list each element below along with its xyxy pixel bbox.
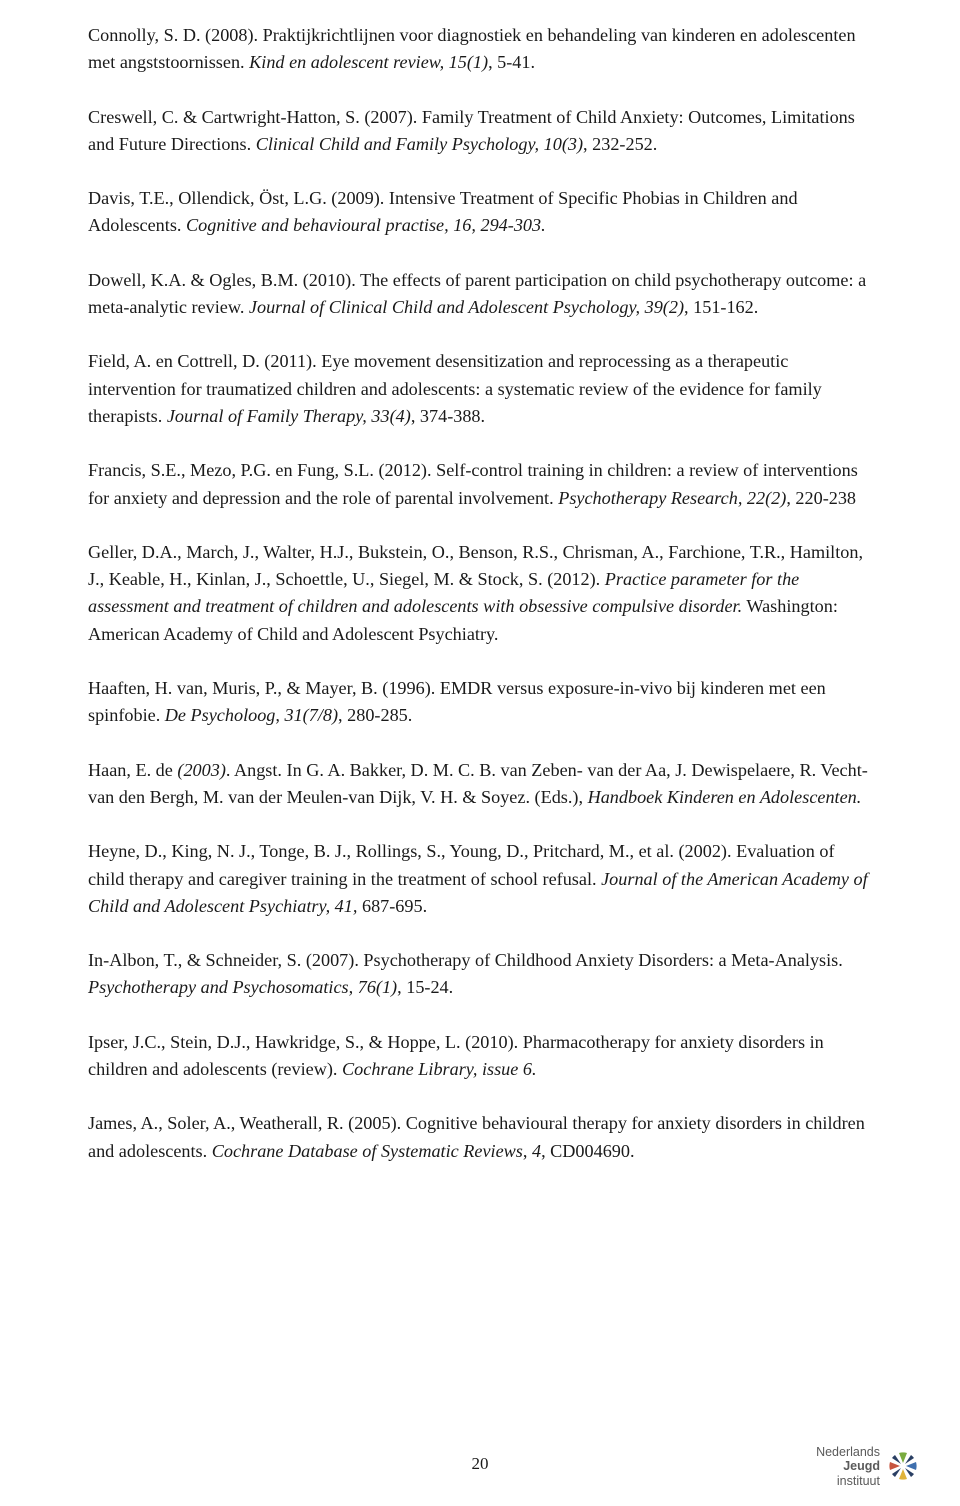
reference-text: , 232-252. [583, 134, 657, 154]
reference-italic: Kind en adolescent review, 15(1) [249, 52, 488, 72]
reference-italic: 4 [532, 1141, 541, 1161]
reference-text: , 220-238 [786, 488, 856, 508]
reference-italic: Psychotherapy Research, 22(2) [558, 488, 786, 508]
reference-italic: De Psycholoog, 31(7/8) [165, 705, 338, 725]
reference-entry: Ipser, J.C., Stein, D.J., Hawkridge, S.,… [88, 1029, 872, 1084]
reference-entry: Haaften, H. van, Muris, P., & Mayer, B. … [88, 675, 872, 730]
footer-logo: Nederlands Jeugd instituut [816, 1445, 920, 1488]
reference-italic: Journal of Clinical Child and Adolescent… [249, 297, 684, 317]
reference-entry: Davis, T.E., Ollendick, Öst, L.G. (2009)… [88, 185, 872, 240]
reference-italic: Cognitive and behavioural practise, 16, … [186, 215, 546, 235]
reference-entry: Connolly, S. D. (2008). Praktijkrichtlij… [88, 22, 872, 77]
reference-italic: Clinical Child and Family Psychology, 10… [256, 134, 583, 154]
logo-line-2: Jeugd [816, 1459, 880, 1473]
reference-text: 687-695. [357, 896, 427, 916]
reference-entry: Creswell, C. & Cartwright-Hatton, S. (20… [88, 104, 872, 159]
reference-text: In-Albon, T., & Schneider, S. (2007). Ps… [88, 950, 843, 970]
reference-text: , [523, 1141, 532, 1161]
reference-entry: Francis, S.E., Mezo, P.G. en Fung, S.L. … [88, 457, 872, 512]
reference-italic: Psychotherapy and Psychosomatics, 76(1) [88, 977, 397, 997]
reference-italic: Cochrane Library, issue 6. [342, 1059, 537, 1079]
reference-entry: Field, A. en Cottrell, D. (2011). Eye mo… [88, 348, 872, 430]
logo-line-1: Nederlands [816, 1445, 880, 1459]
reference-text: , CD004690. [541, 1141, 634, 1161]
reference-text: , 5-41. [488, 52, 535, 72]
reference-entry: Geller, D.A., March, J., Walter, H.J., B… [88, 539, 872, 648]
reference-entry: Heyne, D., King, N. J., Tonge, B. J., Ro… [88, 838, 872, 920]
reference-entry: Dowell, K.A. & Ogles, B.M. (2010). The e… [88, 267, 872, 322]
reference-text: Haan, E. de [88, 760, 177, 780]
logo-line-3: instituut [816, 1474, 880, 1488]
reference-text: , 15-24. [397, 977, 453, 997]
footer-logo-text: Nederlands Jeugd instituut [816, 1445, 880, 1488]
reference-text: , 374-388. [411, 406, 485, 426]
reference-entry: Haan, E. de (2003). Angst. In G. A. Bakk… [88, 757, 872, 812]
reference-entry: James, A., Soler, A., Weatherall, R. (20… [88, 1110, 872, 1165]
reference-italic: Handboek Kinderen en Adolescenten. [588, 787, 862, 807]
reference-entry: In-Albon, T., & Schneider, S. (2007). Ps… [88, 947, 872, 1002]
reference-italic: Journal of Family Therapy, 33(4) [167, 406, 411, 426]
reference-italic: (2003) [177, 760, 226, 780]
reference-text: , 280-285. [338, 705, 412, 725]
reference-text: , 151-162. [684, 297, 758, 317]
references-list: Connolly, S. D. (2008). Praktijkrichtlij… [88, 22, 872, 1165]
logo-icon [886, 1449, 920, 1483]
reference-italic: Cochrane Database of Systematic Reviews [212, 1141, 523, 1161]
